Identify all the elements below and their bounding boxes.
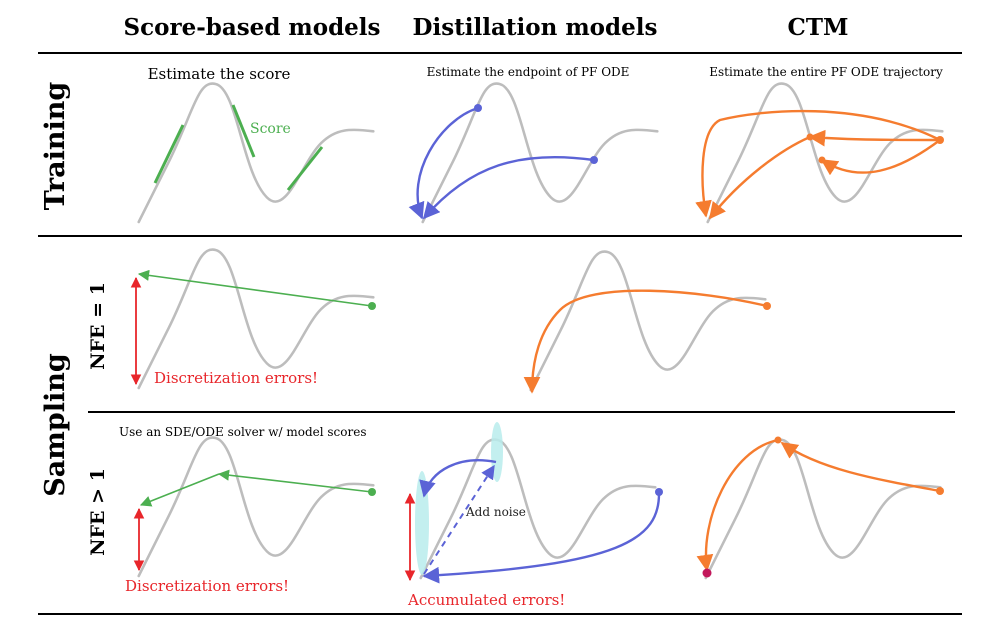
start-point [368,488,376,496]
score-tangent-3 [286,146,324,191]
distill-jump-1 [422,491,661,584]
distill-jump-2 [419,459,497,498]
error-label-discretization: Discretization errors! [154,369,318,387]
add-noise-arrow [423,464,495,575]
error-label-discretization: Discretization errors! [125,577,289,595]
trajectory-arrow-2 [808,129,941,147]
solver-step-2 [139,473,220,507]
mid-point [774,436,782,444]
start-point [936,487,944,495]
solver-step-1 [217,469,373,493]
caption-sde-solver: Use an SDE/ODE solver w/ model scores [119,425,366,439]
error-label-accumulated: Accumulated errors! [407,591,565,609]
panel-training-distillation: Estimate the endpoint of PF ODE [408,65,659,224]
mid-point-2 [818,156,826,164]
panel-training-ctm: Estimate the entire PF ODE trajectory [695,65,944,224]
pf-ode-curve [137,248,375,390]
pf-ode-curve [137,82,375,224]
single-step-arrow [137,269,373,307]
panel-nfeN-distillation: Add noise Accumulated errors! [404,422,663,609]
panel-nfeN-ctm [696,436,944,580]
row-label-training: Training [40,82,71,211]
add-noise-label: Add noise [465,505,526,519]
ctm-step-1 [780,442,941,493]
row-label-nfe-many: NFE > 1 [87,468,109,556]
panel-nfe1-score: Discretization errors! [130,248,376,390]
pf-ode-curve [137,436,375,578]
caption-estimate-trajectory: Estimate the entire PF ODE trajectory [709,65,943,79]
mid-point-1 [806,133,814,141]
caption-estimate-endpoint: Estimate the endpoint of PF ODE [427,65,630,79]
trajectory-arrow-3 [820,139,941,176]
column-header-score-based: Score-based models [124,14,381,41]
column-header-ctm: CTM [788,14,849,41]
panel-nfe1-distillation [523,250,771,394]
start-point-2 [590,156,598,164]
endpoint [702,568,712,578]
jump-arrow-1 [408,106,479,220]
pf-ode-curve [419,438,657,580]
score-label: Score [250,121,291,137]
row-label-nfe-one: NFE = 1 [87,282,109,370]
pf-ode-curve [706,82,944,224]
panel-nfeN-score: Use an SDE/ODE solver w/ model scores Di… [119,425,376,595]
start-point [655,488,663,496]
noise-ellipse-top [491,422,503,482]
ctm-jump-arrow [523,289,768,394]
start-point [763,302,771,310]
row-label-sampling: Sampling [40,353,71,497]
start-point [368,302,376,310]
pf-ode-curve [704,438,942,580]
trajectory-arrow-1 [695,109,941,218]
jump-arrow-2 [422,155,595,220]
score-tangent-1 [153,124,185,184]
column-header-distillation: Distillation models [413,14,658,41]
pf-ode-curve [421,82,659,224]
caption-estimate-score: Estimate the score [148,65,291,83]
trajectory-arrow-4 [708,135,811,220]
pf-ode-curve [529,250,767,392]
start-point-1 [474,104,482,112]
panel-training-score: Estimate the score Score [137,65,375,224]
start-point [936,136,944,144]
score-tangent-2 [231,104,256,158]
ctm-step-2 [696,438,779,572]
